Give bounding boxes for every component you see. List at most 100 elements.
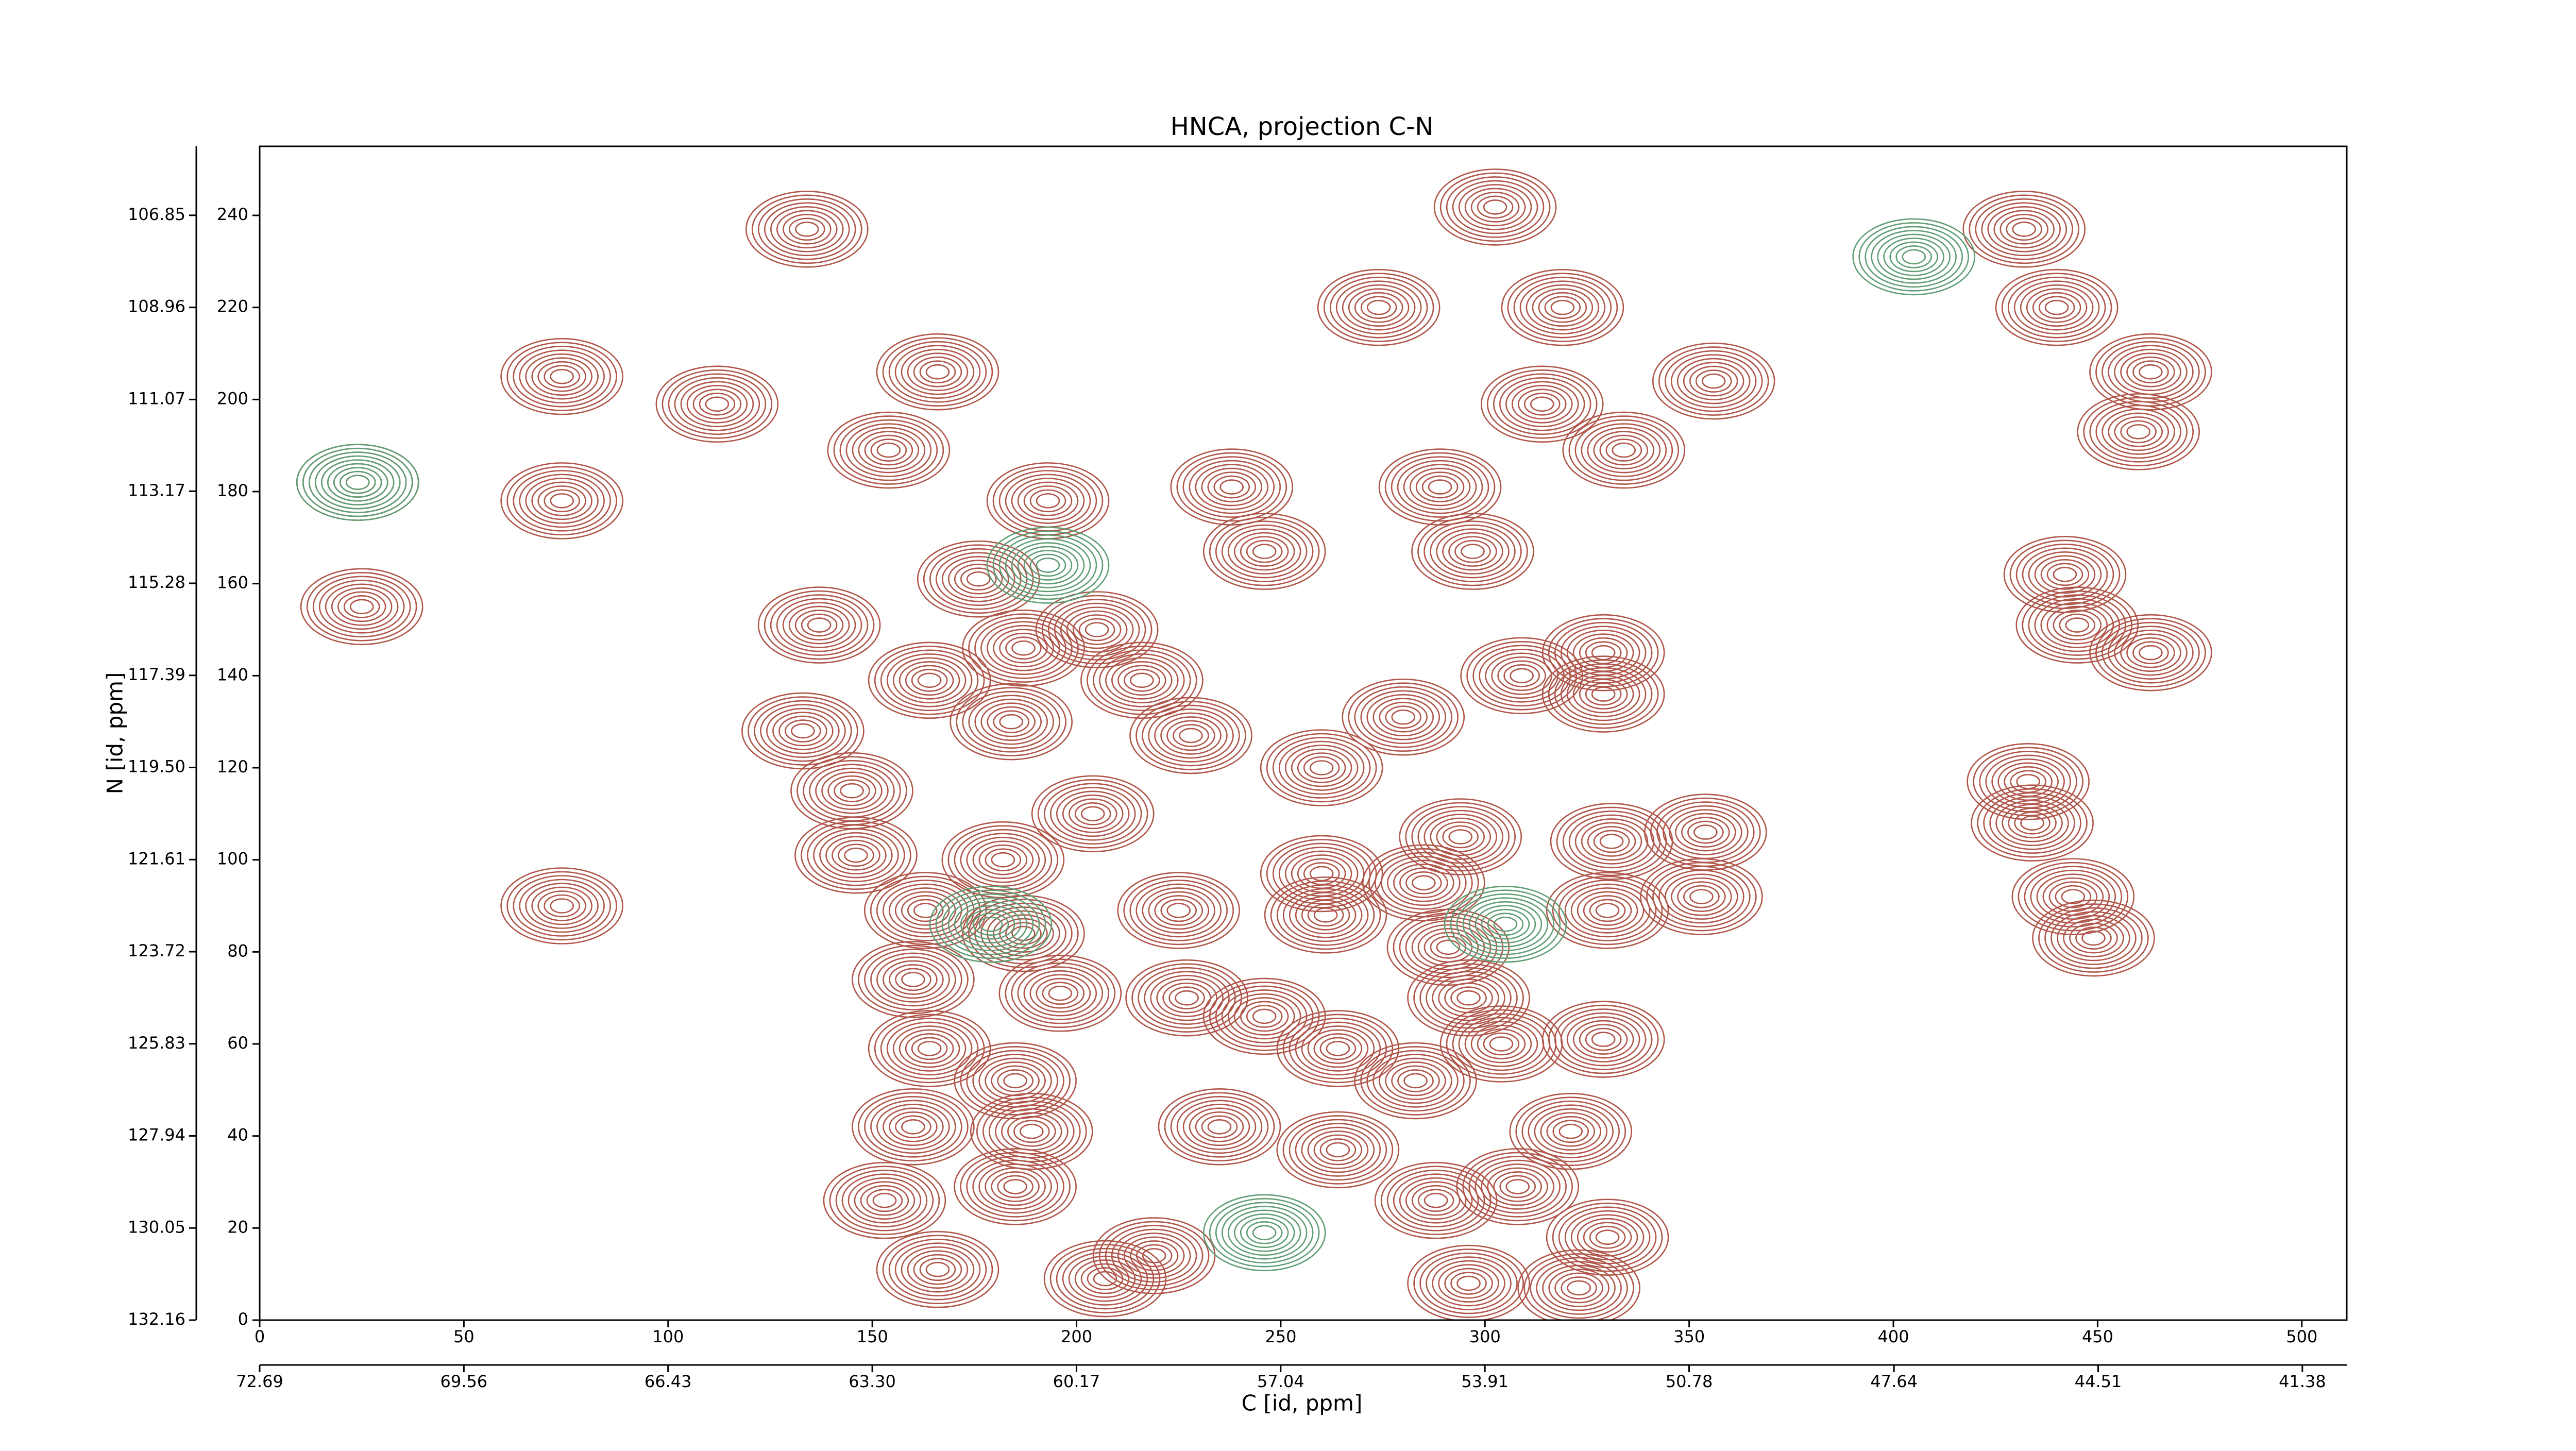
contour-ring [1003,1179,1027,1194]
contour-ring [874,645,985,715]
contour-ring [1189,1107,1250,1146]
contour-ring [987,625,1060,671]
contour-ring [1670,354,1757,408]
contour-ring [1309,760,1334,775]
contour-ring [1381,856,1467,910]
contour-ring [1877,233,1951,280]
contour-ring [978,916,1003,932]
contour-ring [1517,1249,1640,1320]
contour-ring [2126,637,2175,668]
contour-ring [1136,883,1222,938]
contour-ring [1329,276,1428,339]
peak [1546,1199,1669,1276]
contour-ring [1360,1046,1471,1116]
contour-ring [1411,806,1510,868]
contour-ring [1452,1013,1551,1075]
contour-ring [829,1166,940,1236]
contour-ring [976,1096,1087,1167]
peak [1378,448,1502,526]
contour-ring [1480,365,1604,443]
contour-ring [840,783,864,799]
contour-ring [1260,835,1383,913]
contour-ring [985,848,1022,871]
contour-ring [1695,369,1732,393]
contour-ring [1481,1163,1554,1210]
x-tick-label: 250 [1265,1327,1296,1346]
contour-ring [954,829,1053,891]
contour-ring [662,369,773,439]
contour-ring [947,825,1059,895]
x2-tick-label: 57.04 [1257,1372,1304,1391]
contour-ring [1852,218,1975,296]
y2-tick-label: 106.85 [128,205,185,224]
contours [296,168,2212,1320]
contour-ring [876,956,950,1003]
contour-ring [748,696,858,766]
contour-ring [1883,238,1944,276]
contour-ring [2007,276,2106,339]
contour-ring [1189,460,1275,514]
contour-ring [306,572,417,642]
contour-ring [296,444,419,521]
contour-ring [1505,1179,1530,1194]
contour-ring [2065,617,2090,633]
x2-tick-label: 41.38 [2279,1372,2326,1391]
contour-ring [1170,1096,1269,1158]
contour-ring [1391,1065,1440,1096]
contour-ring [1307,903,1344,927]
contour-ring [1080,642,1204,719]
peak [941,821,1065,899]
contour-ring [1466,641,1577,711]
contour-ring [1993,210,2055,249]
peak [876,1230,999,1308]
contour-ring [1562,811,1661,872]
peak [1202,1194,1326,1272]
peak [998,954,1122,1032]
contour-ring [1612,442,1636,458]
contour-ring [1595,903,1620,918]
contour-ring [2028,594,2127,656]
contour-ring [1399,798,1522,875]
contour-ring [764,202,850,257]
peak [655,365,779,443]
contour-ring [1646,862,1757,932]
contour-ring [1417,516,1528,586]
contour-ring [1487,1167,1548,1206]
peak [1035,591,1159,668]
peak [1129,697,1252,774]
contour-ring [2055,885,2092,908]
peak [757,586,881,664]
contour-ring [1405,871,1442,895]
contour-ring [1470,1024,1532,1064]
contour-ring [1005,922,1042,945]
contour-ring [1213,475,1250,499]
contour-ring [1411,1185,1461,1216]
contour-ring [1550,803,1673,880]
y2-tick-label: 119.50 [128,757,185,777]
contour-ring [513,345,611,408]
contour-ring [1456,893,1555,955]
contour-ring [1023,970,1097,1017]
contour-ring [980,621,1066,676]
contour-ring [1458,1017,1545,1071]
contour-ring [985,1167,1046,1206]
contour-ring [1393,1173,1479,1228]
peak [1407,1244,1530,1320]
contour-ring [1415,471,1465,502]
contour-ring [1391,456,1489,518]
peak [1264,876,1387,954]
y-tick-label: 160 [217,573,248,593]
contour-ring [2036,873,2110,920]
peak [500,462,623,539]
peak [868,642,991,719]
contour-ring [1123,875,1234,946]
peak [954,1148,1077,1225]
contour-ring [1156,978,1217,1017]
contour-ring [929,885,1053,963]
contour-ring [941,893,1040,955]
contour-ring [1029,553,1066,577]
contour-ring [1202,977,1326,1055]
contour-ring [1570,887,1645,934]
contour-ring [2022,547,2108,602]
